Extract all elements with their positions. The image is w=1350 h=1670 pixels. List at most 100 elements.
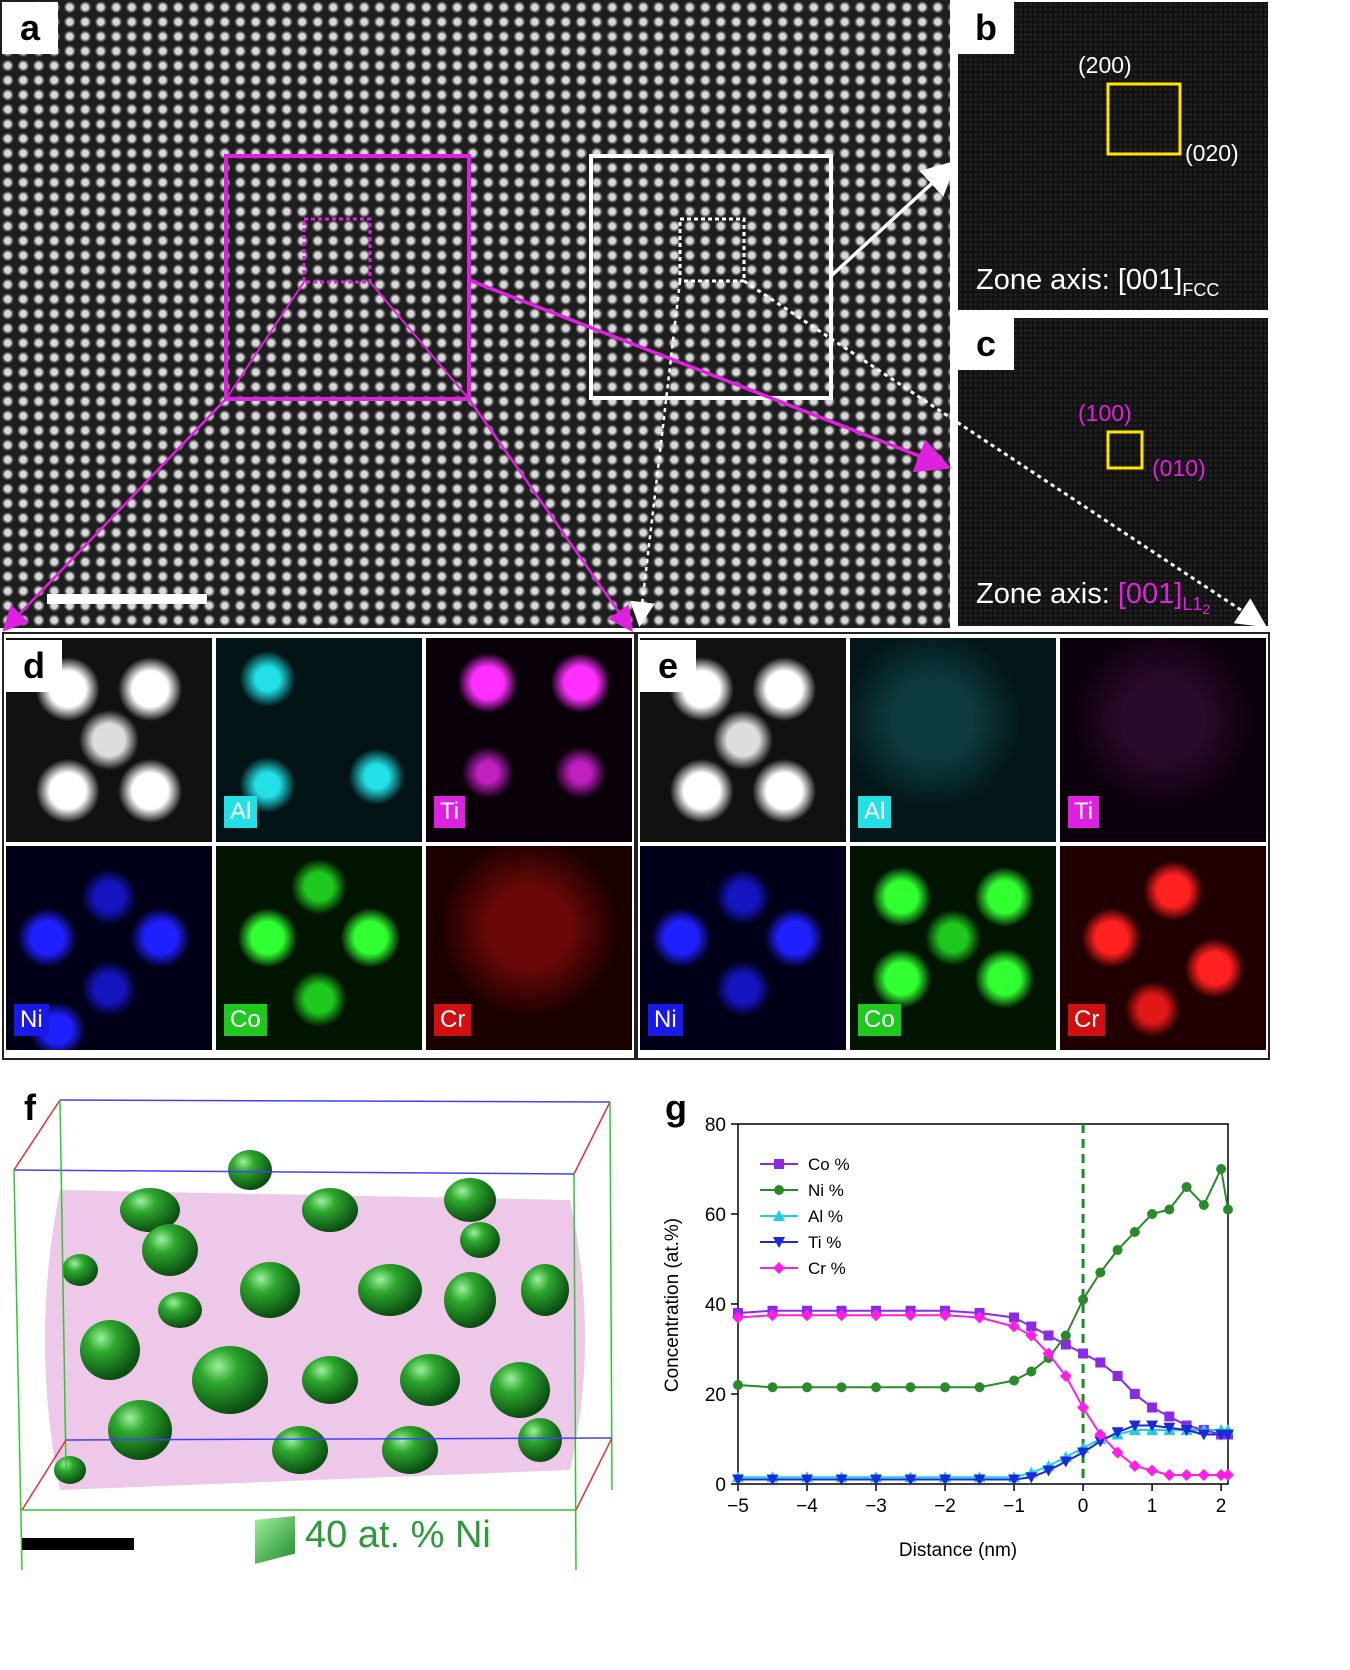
zone-axis-c-sub2: 2 — [1202, 600, 1211, 617]
region-box-white-inner — [678, 217, 746, 283]
tag-d-cr: Cr — [434, 1004, 472, 1036]
x-tick-label: −4 — [796, 1496, 818, 1517]
ni-isosurface-precipitates — [54, 1150, 569, 1484]
zone-axis-b-text: Zone axis: [001] — [976, 264, 1183, 296]
data-point-ti — [939, 1474, 952, 1486]
data-point-ti — [835, 1474, 848, 1486]
data-point-ni — [1216, 1164, 1227, 1174]
data-point-cr — [1077, 1401, 1090, 1414]
data-point-ti — [1146, 1420, 1159, 1432]
panel-label-c: c — [958, 318, 1014, 370]
zone-axis-c: Zone axis: [001]L12 — [976, 578, 1210, 617]
map-e-ni: Ni — [640, 846, 846, 1050]
data-point-cr — [1128, 1460, 1141, 1472]
data-point-ni — [1181, 1182, 1192, 1192]
tag-d-ti: Ti — [434, 796, 466, 828]
data-point-cr — [835, 1309, 848, 1322]
zone-axis-c-index: [001] — [1117, 578, 1183, 610]
data-point-ni — [1078, 1294, 1089, 1305]
x-tick-label: 1 — [1147, 1496, 1158, 1517]
legend-label-co: Co % — [808, 1155, 850, 1174]
data-point-ti — [1008, 1474, 1021, 1486]
region-box-white — [589, 154, 833, 400]
y-tick-label: 80 — [705, 1115, 726, 1136]
data-point-ni — [802, 1382, 813, 1393]
isosurface-label: 40 at. % Ni — [305, 1514, 491, 1556]
tag-d-al: Al — [224, 796, 258, 828]
data-point-ni — [905, 1382, 916, 1393]
overlay-annotations — [2, 82, 1268, 633]
eds-panel-d: Al Ti Ni Co Cr — [2, 632, 636, 1060]
series-line-cr — [737, 1314, 1228, 1476]
panel-label-e: e — [640, 640, 696, 692]
x-axis-label: Distance (nm) — [899, 1540, 1017, 1561]
data-point-ti — [1197, 1429, 1210, 1441]
data-point-cr — [1215, 1469, 1228, 1481]
data-point-cr — [766, 1309, 779, 1322]
panel-label-b: b — [958, 2, 1014, 54]
region-box-magenta — [224, 154, 471, 401]
legend-label-ni: Ni % — [808, 1181, 844, 1200]
data-point-ni — [1129, 1227, 1140, 1237]
data-point-co — [1164, 1411, 1175, 1422]
legend-label-ti: Ti % — [808, 1233, 841, 1252]
data-point-ti — [870, 1474, 883, 1486]
eds-panel-e: Al Ti Ni Co Cr — [636, 632, 1270, 1060]
scale-bar-f — [22, 1538, 134, 1550]
data-point-ti — [1163, 1422, 1176, 1434]
zone-axis-c-sub: L1 — [1182, 593, 1203, 614]
data-point-cr — [1025, 1329, 1038, 1342]
legend-marker-ti — [773, 1237, 785, 1248]
panel-label-d: d — [6, 640, 62, 692]
data-point-co — [1078, 1348, 1089, 1359]
data-point-ni — [940, 1382, 951, 1393]
data-point-ti — [1059, 1456, 1072, 1468]
data-point-ti — [1042, 1465, 1055, 1477]
map-d-cr: Cr — [426, 846, 632, 1050]
data-point-ti — [1077, 1447, 1090, 1459]
data-point-cr — [801, 1309, 814, 1322]
data-point-ti — [766, 1474, 779, 1486]
fft-text-100: (100) — [1078, 400, 1132, 426]
series-line-co — [737, 1309, 1228, 1436]
legend-marker-cr — [773, 1262, 785, 1274]
data-point-ni — [974, 1382, 985, 1393]
concentration-chart: Concentration (at.%) Distance (nm) −5 −4 −… — [662, 1115, 1234, 1561]
legend-marker-ni — [774, 1185, 784, 1195]
x-tick-label: −1 — [1003, 1496, 1025, 1517]
data-point-co — [1009, 1312, 1020, 1323]
fft-text-010: (010) — [1152, 455, 1206, 481]
data-point-ni — [1147, 1209, 1158, 1219]
data-point-ti — [1128, 1420, 1141, 1432]
scale-bar-a — [47, 594, 207, 604]
data-point-co — [1095, 1357, 1106, 1368]
legend-label-al: Al % — [808, 1207, 843, 1226]
data-point-cr — [1222, 1469, 1234, 1481]
data-point-cr — [870, 1309, 883, 1322]
x-tick-label: −5 — [727, 1496, 749, 1517]
tag-e-al: Al — [858, 796, 892, 828]
map-e-al: Al — [850, 638, 1056, 842]
data-point-cr — [904, 1309, 917, 1322]
data-point-co — [1026, 1321, 1037, 1332]
series-line-al — [738, 1429, 1228, 1479]
data-point-ni — [1009, 1375, 1020, 1386]
data-point-cr — [1111, 1446, 1124, 1459]
data-point-co — [1112, 1371, 1123, 1381]
x-tick-label: −3 — [865, 1496, 887, 1517]
data-point-co — [1060, 1339, 1071, 1350]
y-axis-label: Concentration (at.%) — [662, 1218, 683, 1392]
data-point-ni — [767, 1382, 778, 1393]
data-point-cr — [1197, 1469, 1210, 1481]
data-point-ti — [1222, 1429, 1234, 1441]
data-point-cr — [1163, 1469, 1176, 1481]
map-d-co: Co — [216, 846, 422, 1050]
x-tick-label: 0 — [1078, 1496, 1089, 1517]
map-e-co: Co — [850, 846, 1056, 1050]
data-point-co — [1147, 1402, 1158, 1413]
map-d-ti: Ti — [426, 638, 632, 842]
apt-reconstruction — [13, 1099, 613, 1571]
panel-label-a: a — [2, 2, 58, 54]
data-point-cr — [1059, 1370, 1072, 1382]
map-d-al: Al — [216, 638, 422, 842]
